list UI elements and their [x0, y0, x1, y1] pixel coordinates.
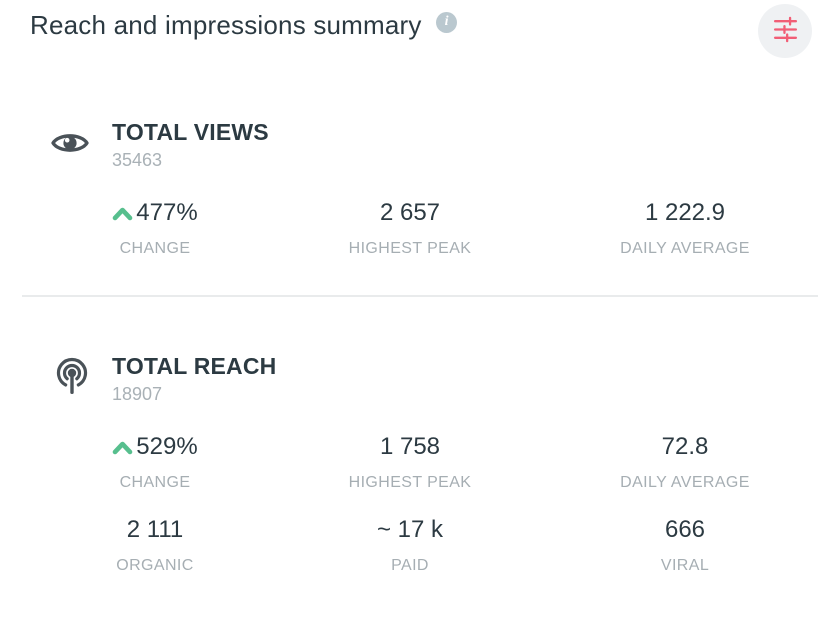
broadcast-icon [50, 354, 94, 405]
total-reach-section: TOTAL REACH 18907 529% CHANGE 1 758 HIGH… [0, 352, 830, 576]
stat-value: ~ 17 k [376, 516, 444, 543]
stat-value: 529% [136, 433, 198, 460]
total-reach-header: TOTAL REACH 18907 [0, 352, 830, 406]
panel-header: Reach and impressions summary i [0, 0, 830, 62]
trend-up-icon [112, 434, 133, 460]
section-title: TOTAL VIEWS [112, 119, 269, 145]
stat-label: ORGANIC [116, 557, 194, 574]
stat-daily-average: 1 222.9 DAILY AVERAGE [615, 200, 755, 259]
stat-label: VIRAL [660, 557, 710, 574]
reach-impressions-panel: Reach and impressions summary i TOT [0, 0, 830, 576]
stat-paid: ~ 17 k PAID [205, 517, 615, 576]
stat-value: 666 [664, 516, 706, 543]
views-stats-row: 477% CHANGE 2 657 HIGHEST PEAK 1 222.9 D… [0, 200, 830, 259]
stat-value: 72.8 [661, 433, 709, 460]
stat-daily-average: 72.8 DAILY AVERAGE [615, 434, 755, 493]
info-icon[interactable]: i [436, 11, 458, 33]
total-views-section: TOTAL VIEWS 35463 477% CHANGE 2 657 HIGH… [0, 118, 830, 259]
stat-label: DAILY AVERAGE [620, 474, 750, 491]
stat-highest-peak: 1 758 HIGHEST PEAK [205, 434, 615, 493]
stat-change: 529% CHANGE [105, 434, 205, 493]
stat-value: 2 111 [126, 516, 184, 543]
stat-value: 2 657 [379, 199, 441, 226]
stat-label: HIGHEST PEAK [348, 240, 472, 257]
section-total-value: 18907 [112, 384, 163, 404]
section-total-value: 35463 [112, 150, 163, 170]
eye-icon [50, 128, 90, 163]
stat-value: 1 222.9 [644, 199, 726, 226]
stat-highest-peak: 2 657 HIGHEST PEAK [205, 200, 615, 259]
filter-settings-button[interactable] [758, 4, 812, 58]
section-divider [22, 295, 818, 297]
total-views-header: TOTAL VIEWS 35463 [0, 118, 830, 172]
reach-stats-row-1: 529% CHANGE 1 758 HIGHEST PEAK 72.8 DAIL… [0, 434, 830, 493]
trend-up-icon [112, 200, 133, 226]
sliders-icon [772, 16, 799, 46]
stat-value: 1 758 [379, 433, 441, 460]
stat-label: CHANGE [119, 240, 191, 257]
reach-stats-row-2: 2 111 ORGANIC ~ 17 k PAID 666 VIRAL [0, 517, 830, 576]
stat-label: CHANGE [119, 474, 191, 491]
page-title: Reach and impressions summary [30, 10, 422, 40]
section-title: TOTAL REACH [112, 353, 277, 379]
stat-organic: 2 111 ORGANIC [105, 517, 205, 576]
stat-value: 477% [136, 199, 198, 226]
stat-label: PAID [391, 557, 429, 574]
stat-label: HIGHEST PEAK [348, 474, 472, 491]
stat-viral: 666 VIRAL [615, 517, 755, 576]
stat-change: 477% CHANGE [105, 200, 205, 259]
stat-label: DAILY AVERAGE [620, 240, 750, 257]
